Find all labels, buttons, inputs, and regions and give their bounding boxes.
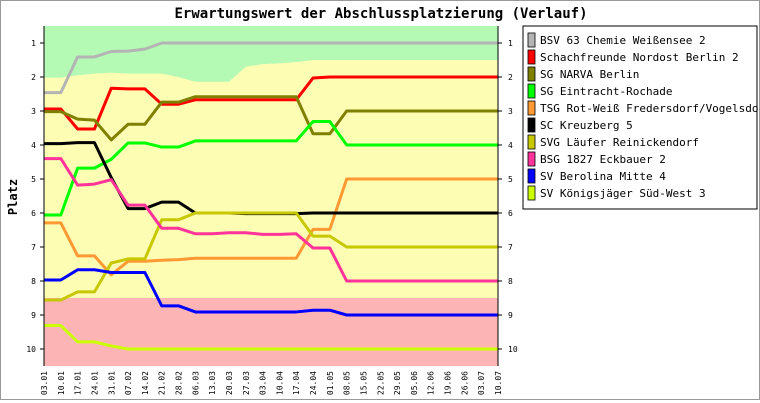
legend-label: SV Berolina Mitte 4 — [540, 170, 666, 183]
legend-swatch — [527, 134, 536, 150]
x-tick-label: 28.02 — [175, 371, 184, 395]
legend-swatch — [527, 49, 536, 65]
legend-label: SC Kreuzberg 5 — [540, 119, 633, 132]
x-tick-label: 20.03 — [225, 371, 234, 395]
legend-swatch — [527, 117, 536, 133]
legend-label: SG Eintracht-Rochade — [540, 85, 672, 98]
y-tick-label-left: 3 — [31, 107, 36, 116]
x-tick-label: 26.06 — [460, 371, 469, 395]
legend-label: SV Königsjäger Süd-West 3 — [540, 187, 706, 200]
series-line-8 — [44, 157, 498, 283]
chart-title: Erwartungswert der Abschlussplatzierung … — [174, 6, 587, 22]
legend-label: Schachfreunde Nordost Berlin 2 — [540, 51, 739, 64]
y-tick-label-left: 6 — [31, 209, 36, 218]
legend-box — [522, 25, 758, 210]
y-tick-label-left: 7 — [31, 243, 36, 252]
y-tick-label-right: 4 — [508, 141, 513, 150]
legend-swatch — [527, 32, 536, 48]
x-tick-label: 05.06 — [410, 371, 419, 395]
legend-swatch — [527, 83, 536, 99]
legend-swatch — [527, 151, 536, 167]
x-tick-label: 19.06 — [444, 371, 453, 395]
x-tick-label: 22.05 — [376, 371, 385, 395]
y-tick-label-right: 2 — [508, 73, 513, 82]
y-tick-label-left: 9 — [31, 311, 36, 320]
x-tick-label: 03.04 — [259, 371, 268, 395]
x-tick-label: 03.01 — [40, 371, 49, 395]
x-tick-label: 31.01 — [107, 371, 116, 395]
x-tick-label: 15.05 — [359, 371, 368, 395]
series-line-5 — [44, 177, 498, 277]
series-line-9 — [44, 268, 498, 317]
x-tick-label: 21.02 — [158, 371, 167, 395]
y-tick-label-right: 1 — [508, 39, 513, 48]
series-line-7 — [44, 211, 498, 302]
relegation-zone — [44, 298, 498, 366]
x-tick-label: 01.05 — [326, 371, 335, 395]
y-tick-label-left: 2 — [31, 73, 36, 82]
y-tick-label-left: 5 — [31, 175, 36, 184]
promotion-zone — [44, 26, 498, 82]
x-tick-label: 12.06 — [427, 371, 436, 395]
legend-label: BSG 1827 Eckbauer 2 — [540, 153, 666, 166]
y-tick-label-left: 10 — [26, 345, 36, 354]
x-tick-label: 17.01 — [74, 371, 83, 395]
x-tick-label: 29.05 — [393, 371, 402, 395]
legend-swatch — [527, 185, 536, 201]
y-tick-label-right: 6 — [508, 209, 513, 218]
x-tick-label: 27.03 — [242, 371, 251, 395]
y-tick-label-right: 7 — [508, 243, 513, 252]
y-axis-label: Platz — [6, 179, 20, 215]
legend: BSV 63 Chemie Weißensee 2 Schachfreunde N… — [522, 25, 760, 210]
x-tick-label: 08.05 — [343, 371, 352, 395]
x-tick-label: 10.01 — [57, 371, 66, 395]
axes: 1 1 2 2 3 3 4 4 5 5 6 6 7 7 8 8 9 9 10 10 03.01 10.01 17.01 24.… — [26, 26, 518, 395]
series-lines — [44, 41, 498, 351]
x-tick-label: 06.03 — [191, 371, 200, 395]
x-tick-label: 14.02 — [141, 371, 150, 395]
y-tick-label-right: 3 — [508, 107, 513, 116]
legend-swatch — [527, 168, 536, 184]
x-tick-label: 24.04 — [309, 371, 318, 395]
x-tick-label: 10.07 — [494, 371, 503, 395]
legend-swatch — [527, 66, 536, 82]
series-line-1 — [44, 41, 498, 95]
x-tick-label: 10.04 — [275, 371, 284, 395]
series-line-4 — [44, 120, 498, 217]
y-tick-label-left: 4 — [31, 141, 36, 150]
y-tick-label-right: 9 — [508, 311, 513, 320]
legend-label: SG NARVA Berlin — [540, 68, 639, 81]
series-line-3 — [44, 95, 498, 142]
series-line-2 — [44, 75, 498, 131]
series-line-10 — [44, 324, 498, 351]
x-tick-label: 07.02 — [124, 371, 133, 395]
x-tick-label: 03.07 — [477, 371, 486, 395]
y-tick-label-right: 8 — [508, 277, 513, 286]
legend-label: BSV 63 Chemie Weißensee 2 — [540, 34, 706, 47]
legend-swatch — [527, 100, 536, 116]
legend-label: TSG Rot-Weiß Fredersdorf/Vogelsdorf — [540, 102, 759, 115]
y-tick-label-right: 5 — [508, 175, 513, 184]
legend-label: SVG Läufer Reinickendorf — [540, 136, 699, 149]
y-tick-label-left: 8 — [31, 277, 36, 286]
x-tick-label: 13.03 — [208, 371, 217, 395]
y-tick-label-left: 1 — [31, 39, 36, 48]
y-tick-label-right: 10 — [508, 345, 518, 354]
x-tick-label: 24.01 — [90, 371, 99, 395]
x-tick-label: 17.04 — [292, 371, 301, 395]
